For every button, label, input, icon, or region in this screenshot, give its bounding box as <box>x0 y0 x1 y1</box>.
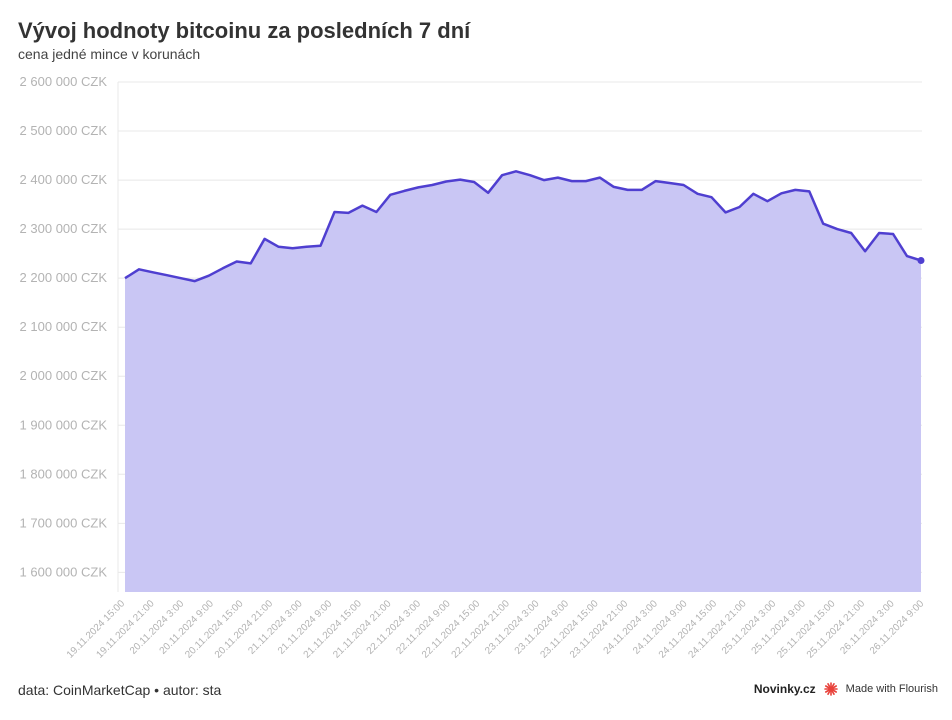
source-credit: data: CoinMarketCap • autor: sta <box>18 682 222 698</box>
y-tick-label: 2 000 000 CZK <box>20 368 108 383</box>
area-fill <box>125 171 921 593</box>
footer-branding: Novinky.cz Made with Flourish <box>754 682 938 696</box>
y-tick-label: 1 800 000 CZK <box>20 466 108 481</box>
chart-subtitle: cena jedné mince v korunách <box>18 46 201 62</box>
y-tick-label: 2 600 000 CZK <box>20 74 108 89</box>
series-line <box>124 170 922 283</box>
y-tick-label: 2 300 000 CZK <box>20 221 108 236</box>
brand-logo[interactable]: Novinky.cz <box>753 682 816 696</box>
area-fill-layer <box>124 170 925 593</box>
made-with-flourish-link[interactable]: Made with Flourish <box>845 683 938 695</box>
y-tick-label: 2 200 000 CZK <box>20 270 108 285</box>
y-tick-label: 2 400 000 CZK <box>20 172 108 187</box>
x-tick-label: 26.11.2024 9:00 <box>868 598 927 657</box>
y-tick-label: 1 700 000 CZK <box>20 515 108 530</box>
area-chart: 1 600 000 CZK 1 700 000 CZK 1 800 000 CZK 1… <box>20 74 927 661</box>
y-tick-label: 1 600 000 CZK <box>20 564 108 579</box>
y-axis-ticks: 1 600 000 CZK 1 700 000 CZK 1 800 000 CZK 1… <box>20 74 108 579</box>
chart-title: Vývoj hodnoty bitcoinu za posledních 7 d… <box>18 18 471 43</box>
last-point-marker[interactable] <box>917 257 925 264</box>
y-tick-label: 2 500 000 CZK <box>20 123 108 138</box>
y-tick-label: 2 100 000 CZK <box>20 319 108 334</box>
y-tick-label: 1 900 000 CZK <box>20 417 108 432</box>
flourish-icon <box>823 682 838 696</box>
